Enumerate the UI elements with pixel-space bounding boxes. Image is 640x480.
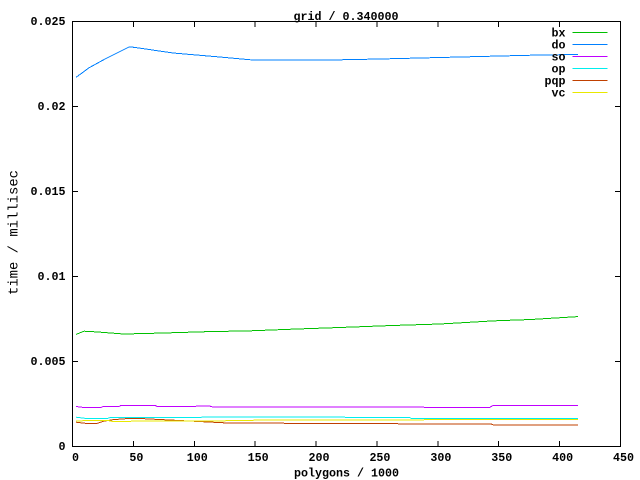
svg-text:vc: vc xyxy=(552,87,566,101)
svg-text:200: 200 xyxy=(309,451,330,465)
svg-text:400: 400 xyxy=(552,451,573,465)
svg-text:0: 0 xyxy=(72,451,79,465)
svg-text:350: 350 xyxy=(491,451,512,465)
svg-text:0.005: 0.005 xyxy=(31,355,66,369)
svg-text:100: 100 xyxy=(187,451,208,465)
svg-text:300: 300 xyxy=(430,451,451,465)
svg-text:pqp: pqp xyxy=(545,75,566,89)
svg-text:bx: bx xyxy=(552,26,566,40)
svg-text:so: so xyxy=(552,50,566,64)
svg-text:450: 450 xyxy=(613,451,634,465)
svg-text:do: do xyxy=(552,38,566,52)
svg-text:0.01: 0.01 xyxy=(38,270,66,284)
svg-text:time / millisec: time / millisec xyxy=(7,170,23,295)
svg-text:50: 50 xyxy=(129,451,143,465)
svg-text:0: 0 xyxy=(59,440,66,454)
svg-text:polygons / 1000: polygons / 1000 xyxy=(294,467,399,480)
svg-text:150: 150 xyxy=(248,451,269,465)
svg-text:0.02: 0.02 xyxy=(38,100,66,114)
svg-text:0.025: 0.025 xyxy=(31,15,66,29)
svg-text:grid / 0.340000: grid / 0.340000 xyxy=(294,10,399,24)
svg-text:250: 250 xyxy=(369,451,390,465)
svg-text:0.015: 0.015 xyxy=(31,185,66,199)
svg-text:op: op xyxy=(552,63,566,77)
